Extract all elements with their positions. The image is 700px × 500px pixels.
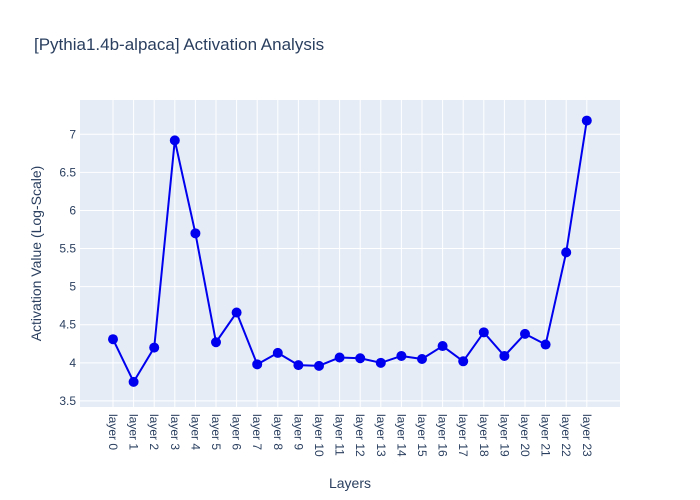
- x-tick-label: layer 12: [353, 414, 367, 457]
- data-point[interactable]: [499, 350, 510, 361]
- y-tick-label: 7: [69, 127, 76, 141]
- x-tick-label: layer 14: [394, 414, 408, 457]
- x-tick-label: layer 5: [209, 414, 223, 450]
- data-point[interactable]: [334, 352, 345, 363]
- x-tick-label: layer 13: [374, 414, 388, 457]
- x-tick-label: layer 7: [250, 414, 264, 450]
- data-point[interactable]: [355, 353, 366, 364]
- y-tick-label: 4: [69, 356, 76, 370]
- data-point[interactable]: [293, 360, 304, 371]
- x-tick-label: layer 19: [497, 414, 511, 457]
- data-point[interactable]: [149, 342, 160, 353]
- x-tick-label: layer 17: [456, 414, 470, 457]
- plot-area: [80, 100, 620, 407]
- data-point[interactable]: [128, 376, 139, 387]
- data-point[interactable]: [478, 327, 489, 338]
- data-point[interactable]: [561, 247, 572, 258]
- x-tick-label: layer 16: [436, 414, 450, 457]
- x-tick-label: layer 8: [271, 414, 285, 450]
- x-tick-label: layer 15: [415, 414, 429, 457]
- grid: [80, 100, 620, 407]
- x-tick-label: layer 2: [147, 414, 161, 450]
- y-tick-label: 5: [69, 280, 76, 294]
- x-tick-label: layer 21: [539, 414, 553, 457]
- series-line: [112, 120, 588, 383]
- data-point[interactable]: [437, 341, 448, 352]
- data-point[interactable]: [396, 350, 407, 361]
- x-tick-label: layer 4: [188, 414, 202, 450]
- data-point[interactable]: [169, 135, 180, 146]
- x-tick-label: layer 23: [580, 414, 594, 457]
- data-point[interactable]: [458, 356, 469, 367]
- x-tick-label: layer 6: [230, 414, 244, 450]
- y-tick-label: 4.5: [59, 318, 76, 332]
- data-point[interactable]: [417, 354, 427, 365]
- data-point[interactable]: [520, 328, 530, 339]
- x-tick-label: layer 22: [559, 414, 573, 457]
- x-tick-label: layer 18: [477, 414, 491, 457]
- data-point[interactable]: [231, 307, 242, 318]
- x-tick-label: layer 11: [333, 414, 347, 456]
- y-tick-label: 6.5: [59, 165, 76, 179]
- series-layer: [108, 115, 592, 387]
- x-tick-label: layer 20: [518, 414, 532, 457]
- x-tick-label: layer 9: [291, 414, 305, 450]
- y-tick-label: 5.5: [59, 242, 76, 256]
- data-point[interactable]: [314, 360, 324, 371]
- x-axis-ticks: layer 0 layer 1 layer 2 layer 3 layer 4 layer…: [106, 414, 594, 457]
- data-point[interactable]: [375, 357, 386, 368]
- x-tick-label: layer 3: [168, 414, 182, 450]
- y-tick-label: 6: [69, 203, 76, 217]
- x-axis-title: Layers: [329, 475, 371, 491]
- y-axis-title: Activation Value (Log-Scale): [28, 166, 44, 342]
- y-axis-ticks: 3.5 4 4.5 5 5.5 6 6.5 7: [59, 127, 76, 408]
- data-point[interactable]: [211, 337, 221, 348]
- data-point[interactable]: [272, 347, 283, 358]
- y-tick-label: 3.5: [59, 394, 76, 408]
- x-tick-label: layer 1: [127, 414, 141, 450]
- data-point[interactable]: [540, 339, 551, 350]
- data-point[interactable]: [581, 115, 592, 126]
- chart-title: [Pythia1.4b-alpaca] Activation Analysis: [34, 35, 324, 54]
- data-point[interactable]: [190, 228, 201, 239]
- x-tick-label: layer 0: [106, 414, 120, 450]
- data-point[interactable]: [108, 334, 118, 345]
- data-point[interactable]: [252, 359, 263, 370]
- x-tick-label: layer 10: [312, 414, 326, 457]
